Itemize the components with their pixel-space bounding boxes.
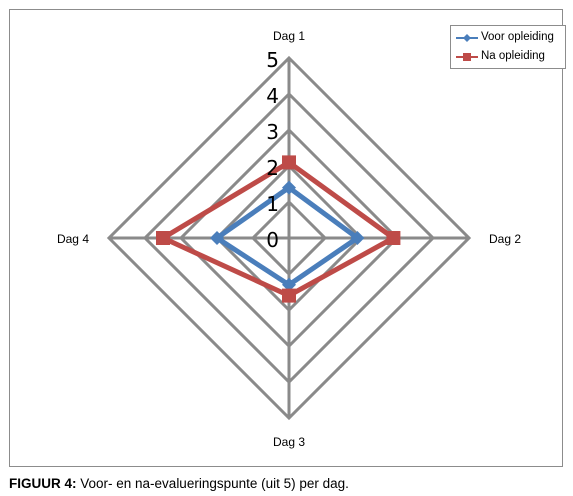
legend: Voor opleiding Na opleiding: [450, 25, 566, 69]
chart-frame: 0 1 2 3 4 5 Dag 1 Dag 2 Dag 3 Dag 4 Voor opleidi…: [9, 9, 566, 467]
grid-layer: [106, 55, 472, 421]
series-layer: [156, 155, 401, 303]
figure-caption: FIGUUR 4: Voor- en na-evalueringspunte (…: [9, 476, 349, 491]
category-label-3: Dag 3: [273, 435, 305, 449]
category-layer: Dag 1 Dag 2 Dag 3 Dag 4: [57, 29, 521, 449]
series-2-point-2: [386, 231, 401, 245]
tick-label-2: 2: [266, 156, 279, 180]
series-1-point-2: [350, 231, 365, 245]
caption-lead: FIGUUR 4:: [9, 476, 77, 491]
tick-layer: 0 1 2 3 4 5: [266, 48, 279, 252]
category-label-4: Dag 4: [57, 232, 89, 246]
category-label-2: Dag 2: [489, 232, 521, 246]
legend-swatch-na: [456, 53, 478, 61]
category-label-1: Dag 1: [273, 29, 305, 43]
legend-swatch-voor: [456, 34, 478, 42]
caption-text: Voor- en na-evalueringspunte (uit 5) per…: [76, 476, 349, 491]
series-1-point-3: [282, 277, 296, 292]
tick-label-1: 1: [266, 192, 279, 216]
legend-label-voor: Voor opleiding: [481, 31, 554, 43]
series-1-point-1: [282, 180, 296, 195]
radar-chart: 0 1 2 3 4 5 Dag 1 Dag 2 Dag 3 Dag 4: [57, 29, 521, 449]
series-2-point-4: [156, 231, 170, 245]
series-2-point-1: [282, 155, 296, 170]
series-1-point-4: [210, 231, 224, 245]
tick-label-0: 0: [266, 228, 279, 252]
tick-label-4: 4: [266, 84, 279, 108]
tick-label-3: 3: [266, 120, 279, 144]
legend-item-voor: Voor opleiding: [451, 29, 565, 47]
legend-label-na: Na opleiding: [481, 50, 545, 62]
legend-item-na: Na opleiding: [451, 48, 565, 66]
tick-label-5: 5: [266, 48, 279, 72]
series-2-point-3: [282, 288, 296, 303]
